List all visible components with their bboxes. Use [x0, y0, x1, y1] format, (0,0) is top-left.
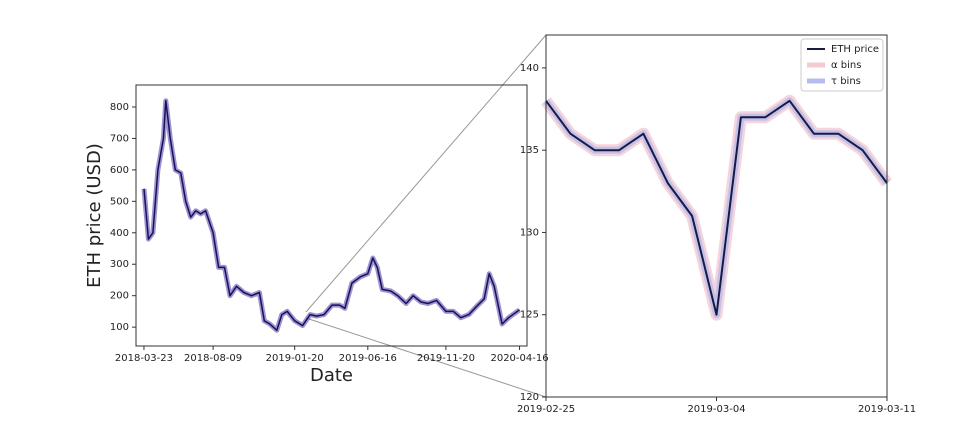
y-tick-label: 600: [110, 165, 129, 176]
series-line: [545, 99, 888, 316]
legend-label: ETH price: [831, 44, 879, 55]
legend-label: α bins: [831, 60, 861, 71]
x-tick-label: 2018-03-23: [115, 353, 173, 364]
series-line: [143, 99, 520, 332]
x-tick-label: 2019-01-20: [266, 353, 324, 364]
y-tick-label: 400: [110, 228, 129, 239]
legend-box: [800, 38, 884, 92]
y-tick-label: 140: [520, 63, 539, 74]
x-tick-label: 2019-02-25: [517, 404, 575, 415]
x-axis-label: Date: [310, 365, 353, 386]
y-axis-label: ETH price (USD): [84, 143, 105, 288]
axes-frame: [545, 34, 888, 398]
legend-label: τ bins: [831, 76, 861, 87]
y-tick-label: 800: [110, 102, 129, 113]
x-tick-label: 2019-03-04: [687, 404, 745, 415]
y-tick-label: 100: [110, 322, 129, 333]
x-tick-label: 2019-06-16: [339, 353, 397, 364]
x-tick-label: 2019-11-20: [417, 353, 475, 364]
price-band: [141, 98, 521, 333]
y-tick-label: 300: [110, 259, 129, 270]
y-tick-label: 200: [110, 291, 129, 302]
x-tick-label: 2020-04-16: [490, 353, 548, 364]
y-tick-label: 700: [110, 133, 129, 144]
y-tick-label: 120: [520, 392, 539, 403]
zoom-line: [305, 34, 547, 313]
axes-frame: [135, 84, 528, 347]
x-tick-label: 2018-08-09: [184, 353, 242, 364]
y-tick-label: 500: [110, 196, 129, 207]
y-tick-label: 135: [520, 145, 539, 156]
y-tick-label: 125: [520, 310, 539, 321]
y-tick-label: 130: [520, 227, 539, 238]
zoom-line: [305, 317, 547, 398]
x-tick-label: 2019-03-11: [858, 404, 916, 415]
